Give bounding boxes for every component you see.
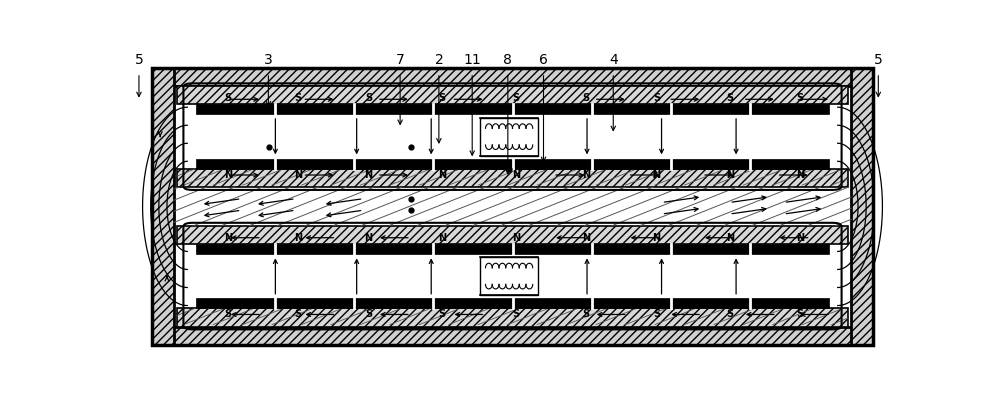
Text: N: N — [582, 233, 590, 243]
Text: S: S — [797, 309, 804, 319]
Text: N: N — [512, 170, 520, 180]
Text: S: S — [365, 93, 372, 103]
Text: 11: 11 — [463, 53, 481, 67]
Text: S: S — [439, 93, 446, 103]
Bar — [480, 257, 538, 295]
Bar — [196, 104, 829, 114]
Text: N: N — [224, 170, 232, 180]
Text: N: N — [438, 170, 446, 180]
Text: S: S — [582, 309, 590, 319]
Text: S: S — [224, 93, 231, 103]
Text: N: N — [294, 233, 302, 243]
Text: 3: 3 — [264, 53, 273, 67]
Bar — [152, 68, 873, 86]
Text: N: N — [438, 233, 446, 243]
Text: N: N — [796, 170, 804, 180]
Text: N: N — [726, 233, 734, 243]
Bar — [196, 244, 829, 254]
Text: S: S — [653, 309, 660, 319]
Bar — [177, 308, 848, 326]
Text: 4: 4 — [609, 53, 618, 67]
Text: 5: 5 — [874, 53, 883, 67]
Text: N: N — [365, 170, 373, 180]
Bar — [174, 86, 851, 326]
Text: N: N — [512, 233, 520, 243]
Text: 6: 6 — [539, 53, 548, 67]
Text: N: N — [652, 170, 660, 180]
Text: 7: 7 — [396, 53, 404, 67]
Text: S: S — [512, 93, 519, 103]
Bar — [177, 104, 848, 169]
Text: N: N — [582, 170, 590, 180]
Bar — [196, 159, 829, 169]
Bar — [177, 86, 848, 104]
Text: S: S — [726, 93, 734, 103]
Bar — [152, 68, 174, 344]
Text: 2: 2 — [434, 53, 443, 67]
Text: S: S — [653, 93, 660, 103]
Text: S: S — [512, 309, 519, 319]
Text: S: S — [224, 309, 231, 319]
Text: S: S — [365, 309, 372, 319]
Text: S: S — [726, 309, 734, 319]
Text: N: N — [652, 233, 660, 243]
Text: S: S — [797, 93, 804, 103]
Text: S: S — [295, 93, 302, 103]
Bar — [177, 244, 848, 308]
Text: N: N — [726, 170, 734, 180]
Bar — [177, 169, 848, 187]
Text: S: S — [295, 309, 302, 319]
Bar — [480, 118, 538, 156]
Text: S: S — [582, 93, 590, 103]
Bar — [152, 68, 873, 344]
Bar — [196, 298, 829, 308]
Text: 5: 5 — [135, 53, 143, 67]
Text: N: N — [365, 233, 373, 243]
Bar — [851, 68, 873, 344]
Text: N: N — [224, 233, 232, 243]
Text: S: S — [439, 309, 446, 319]
Text: N: N — [294, 170, 302, 180]
Text: 8: 8 — [503, 53, 512, 67]
Bar — [177, 226, 848, 244]
Text: N: N — [796, 233, 804, 243]
Bar — [152, 326, 873, 344]
